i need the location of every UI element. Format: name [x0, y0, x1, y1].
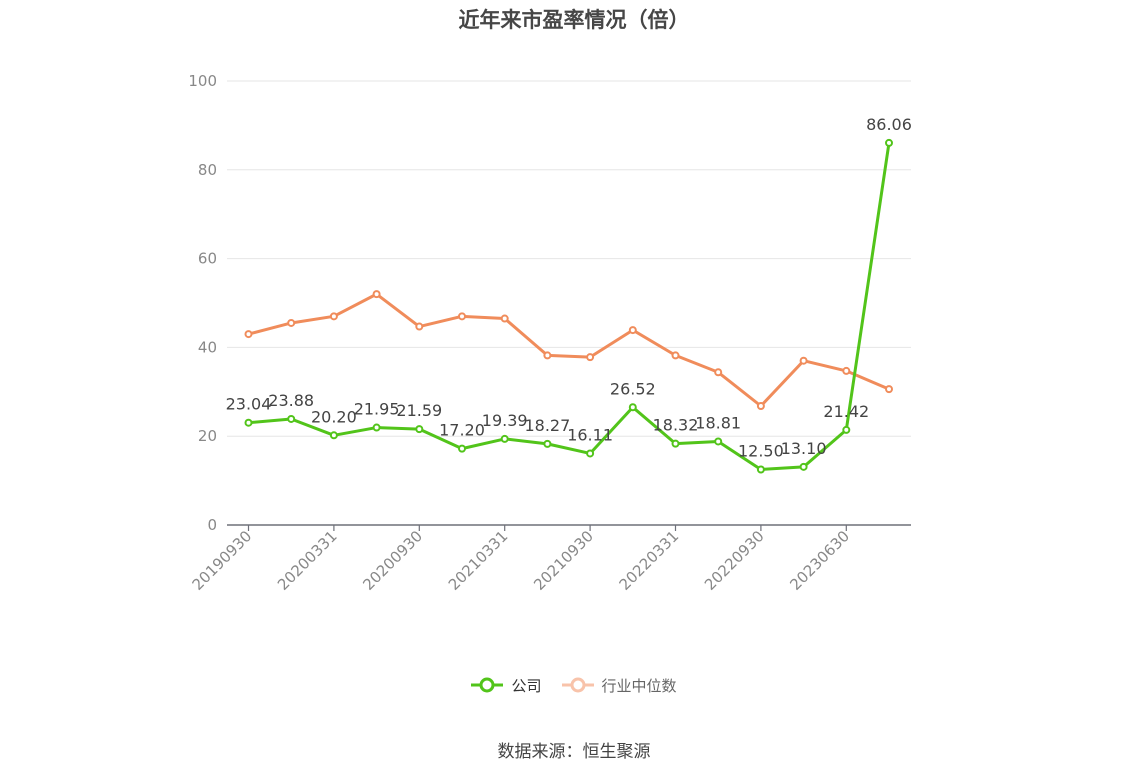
chart-title: 近年来市盈率情况（倍）: [458, 8, 690, 32]
data-point-company[interactable]: [415, 425, 424, 434]
data-point-company[interactable]: [628, 403, 637, 412]
data-point-industry[interactable]: [756, 402, 765, 411]
data-point-company[interactable]: [885, 138, 893, 147]
data-point-industry[interactable]: [415, 322, 424, 331]
legend-item-industry[interactable]: 行业中位数: [561, 675, 677, 696]
data-label-company: 21.59: [396, 401, 442, 420]
y-tick-label: 60: [198, 250, 217, 268]
legend-item-company[interactable]: 公司: [471, 675, 542, 696]
data-point-industry[interactable]: [586, 353, 595, 362]
data-point-company[interactable]: [500, 434, 509, 443]
data-point-company[interactable]: [586, 449, 595, 458]
data-source: 数据来源：恒生聚源: [497, 742, 651, 762]
data-point-industry[interactable]: [372, 290, 381, 299]
data-point-industry[interactable]: [842, 366, 851, 375]
data-label-company: 21.95: [354, 400, 400, 419]
series-line-company: [248, 142, 891, 471]
data-point-industry[interactable]: [671, 351, 680, 360]
legend-company-label: 公司: [511, 676, 542, 695]
x-tick-label: 20200930: [359, 527, 426, 594]
data-point-company[interactable]: [372, 423, 381, 432]
data-point-industry[interactable]: [329, 312, 338, 321]
data-point-company[interactable]: [543, 439, 552, 448]
data-label-company: 23.88: [268, 391, 314, 410]
data-point-industry[interactable]: [885, 385, 893, 394]
data-point-company[interactable]: [756, 465, 765, 474]
data-points: [244, 138, 893, 474]
data-point-company[interactable]: [458, 444, 466, 453]
x-tick-label: 20220930: [701, 527, 768, 594]
series-line-industry: [248, 292, 890, 408]
data-point-industry[interactable]: [458, 312, 466, 321]
data-point-company[interactable]: [714, 437, 723, 446]
data-label-company: 16.11: [567, 425, 613, 444]
data-point-industry[interactable]: [714, 368, 723, 377]
legend-industry-label: 行业中位数: [601, 676, 677, 695]
x-tick-label: 20230630: [786, 527, 853, 594]
series-lines: [248, 142, 891, 471]
data-label-company: 13.10: [781, 439, 827, 458]
data-label-company: 17.20: [439, 421, 485, 440]
data-point-industry[interactable]: [500, 314, 509, 323]
y-tick-label: 20: [198, 427, 217, 445]
data-label-company: 26.52: [610, 379, 656, 398]
legend-company-symbol: [471, 677, 504, 693]
data-label-company: 21.42: [823, 402, 869, 421]
data-label-company: 18.32: [653, 416, 699, 435]
data-point-industry[interactable]: [628, 326, 637, 335]
data-label-company: 86.06: [866, 115, 912, 134]
data-point-company[interactable]: [244, 418, 253, 427]
axes: 0 20 40 60 80 100 20190930 20200331 20200930 2021…: [188, 72, 911, 594]
data-point-company[interactable]: [329, 431, 338, 440]
legend-industry-symbol: [561, 677, 594, 693]
data-point-industry[interactable]: [244, 330, 253, 339]
data-point-company[interactable]: [842, 425, 851, 434]
data-point-company[interactable]: [287, 414, 296, 423]
x-tick-label: 20220331: [616, 527, 683, 594]
data-point-industry[interactable]: [799, 356, 808, 365]
y-tick-label: 80: [198, 161, 217, 179]
y-tick-label: 0: [207, 516, 217, 534]
data-label-company: 20.20: [311, 407, 357, 426]
data-label-company: 12.50: [738, 442, 784, 461]
y-tick-label: 100: [188, 72, 217, 90]
data-label-company: 19.39: [482, 411, 528, 430]
data-point-industry[interactable]: [543, 351, 552, 360]
data-label-company: 18.81: [695, 413, 741, 432]
data-label-company: 18.27: [524, 416, 570, 435]
x-tick-label: 20190930: [189, 527, 256, 594]
data-label-company: 23.04: [226, 395, 272, 414]
x-tick-label: 20210930: [530, 527, 597, 594]
grid-lines: [227, 80, 911, 437]
x-tick-label: 20200331: [274, 527, 341, 594]
x-tick-label: 20210331: [445, 527, 512, 594]
data-point-company[interactable]: [799, 462, 808, 471]
legend: 公司 行业中位数: [0, 672, 1148, 698]
data-labels: 23.0423.8820.2021.9521.5917.2019.3918.27…: [226, 115, 912, 461]
data-point-industry[interactable]: [287, 318, 296, 327]
y-tick-label: 40: [198, 338, 217, 356]
data-point-company[interactable]: [671, 439, 680, 448]
